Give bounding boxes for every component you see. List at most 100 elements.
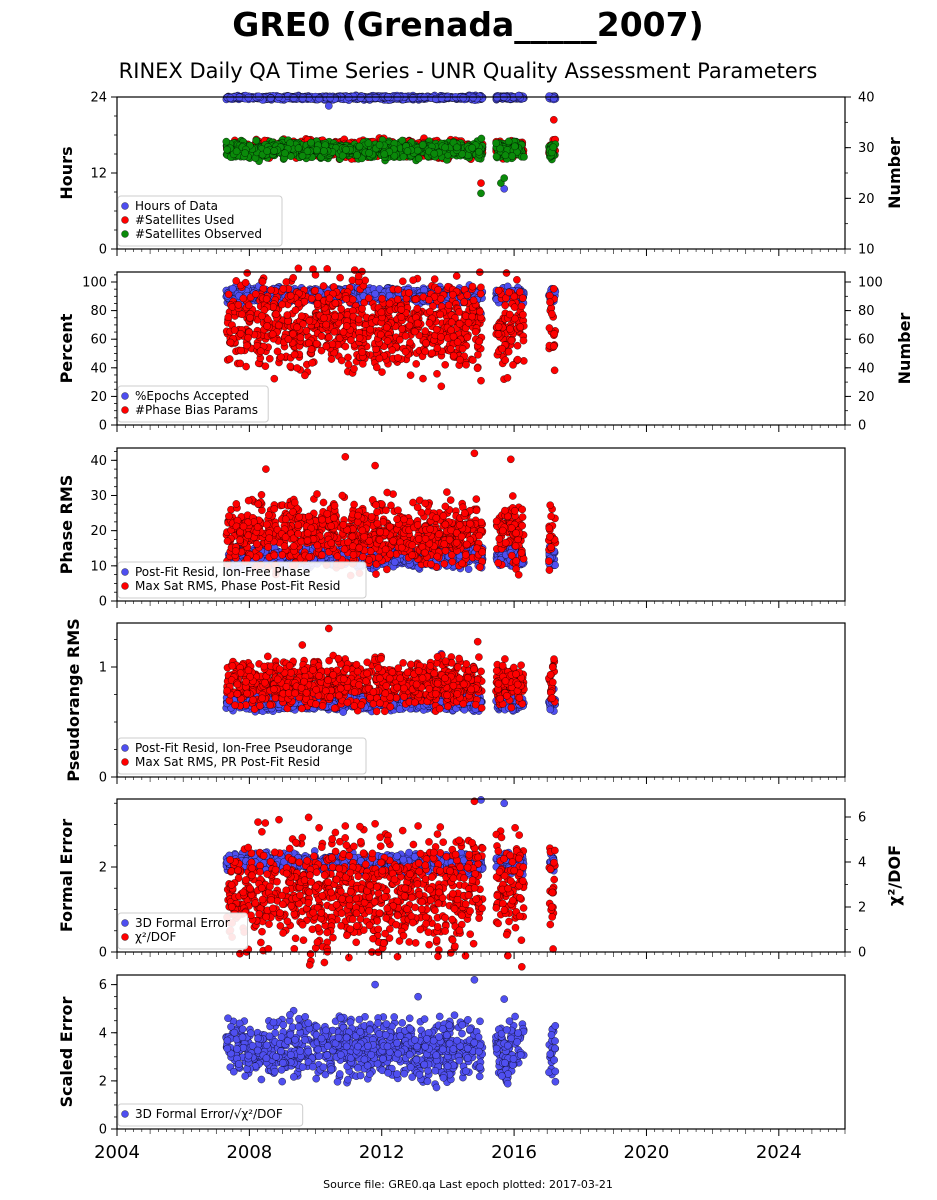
data-point [548, 310, 556, 318]
data-point [383, 337, 392, 345]
data-point [409, 276, 417, 284]
data-point [286, 291, 295, 300]
data-point [239, 294, 248, 303]
data-point [418, 141, 427, 149]
data-point [246, 313, 254, 322]
y-axis-label: Hours [57, 146, 76, 199]
data-point [266, 354, 274, 363]
data-point [476, 307, 484, 316]
outlier-point [354, 272, 363, 281]
outlier-point [550, 116, 558, 124]
data-point [262, 295, 271, 303]
legend-label: Hours of Data [135, 199, 218, 213]
data-point [252, 136, 260, 145]
data-point [342, 295, 351, 303]
data-point [331, 299, 340, 307]
data-point [462, 361, 470, 369]
data-point [432, 325, 441, 334]
outlier-point [325, 102, 333, 110]
data-point [365, 294, 373, 302]
data-point [230, 326, 239, 334]
data-point [223, 145, 231, 154]
data-point [449, 332, 458, 341]
data-point [447, 326, 455, 335]
data-point [347, 336, 355, 344]
data-point [373, 363, 381, 372]
data-point [508, 152, 516, 160]
data-point [307, 294, 316, 303]
data-point [302, 327, 311, 335]
data-point [225, 355, 234, 363]
data-point [254, 92, 263, 101]
legend-marker [121, 216, 129, 224]
data-point [322, 320, 330, 329]
data-point [468, 312, 476, 321]
outlier-point [550, 94, 558, 103]
data-point [286, 362, 295, 371]
data-point [502, 269, 511, 277]
data-point [226, 338, 235, 347]
data-point [446, 345, 455, 353]
data-point [315, 94, 323, 103]
data-point [355, 315, 363, 324]
data-point [322, 342, 331, 351]
data-point [421, 347, 429, 356]
data-point [305, 317, 314, 325]
data-point [279, 285, 288, 293]
data-point [293, 323, 301, 332]
data-point [549, 143, 558, 151]
figure-subtitle: RINEX Daily QA Time Series - UNR Quality… [119, 59, 818, 83]
data-point [545, 324, 554, 332]
data-point [356, 94, 365, 102]
data-point [289, 94, 298, 102]
data-point [243, 269, 251, 277]
data-point [283, 311, 292, 319]
data-point [413, 319, 422, 328]
data-point [405, 289, 413, 297]
data-point [433, 344, 442, 352]
data-point [243, 341, 251, 350]
y-right-tick-label: 20 [858, 192, 875, 207]
data-point [501, 151, 510, 160]
data-point [256, 347, 265, 355]
data-point [447, 318, 456, 327]
data-point [519, 310, 527, 319]
data-point [474, 351, 482, 359]
data-point [226, 94, 235, 102]
data-point [236, 359, 244, 368]
data-point [378, 294, 386, 303]
data-point [550, 330, 559, 338]
data-point [358, 304, 366, 313]
data-point [266, 94, 275, 102]
data-point [263, 147, 271, 155]
data-point [327, 355, 336, 363]
outlier-point [477, 376, 485, 385]
data-point [385, 299, 394, 308]
outlier-point [430, 275, 439, 283]
data-point [297, 312, 306, 320]
data-point [426, 307, 434, 316]
data-point [504, 347, 513, 356]
data-point [241, 278, 250, 287]
data-point [238, 310, 246, 319]
data-point [237, 346, 245, 355]
data-point [366, 325, 374, 334]
data-point [477, 283, 485, 292]
data-point [513, 341, 522, 350]
data-point [501, 356, 510, 364]
data-point [398, 325, 406, 333]
data-point [411, 295, 420, 304]
legend-marker [121, 202, 129, 210]
data-point [284, 335, 293, 343]
data-point [337, 356, 346, 365]
data-point [294, 299, 303, 308]
data-point [307, 345, 316, 354]
data-point [411, 327, 419, 336]
data-point [462, 312, 470, 320]
data-point [504, 137, 513, 146]
data-point [341, 342, 350, 351]
data-point [511, 142, 519, 151]
data-point [312, 339, 321, 348]
data-point [289, 274, 297, 282]
